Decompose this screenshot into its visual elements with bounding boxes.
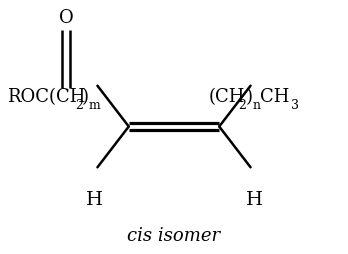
Text: H: H <box>246 190 262 209</box>
Text: ): ) <box>82 88 89 105</box>
Text: ROC(CH: ROC(CH <box>7 88 85 105</box>
Text: cis isomer: cis isomer <box>127 226 221 244</box>
Text: ): ) <box>245 88 252 105</box>
Text: 2: 2 <box>75 99 83 112</box>
Text: H: H <box>86 190 102 209</box>
Text: n: n <box>252 99 260 112</box>
Text: (CH: (CH <box>209 88 245 105</box>
Text: m: m <box>89 99 101 112</box>
Text: CH: CH <box>260 88 290 105</box>
Text: 3: 3 <box>291 99 299 112</box>
Text: O: O <box>59 9 73 27</box>
Text: 2: 2 <box>238 99 246 112</box>
